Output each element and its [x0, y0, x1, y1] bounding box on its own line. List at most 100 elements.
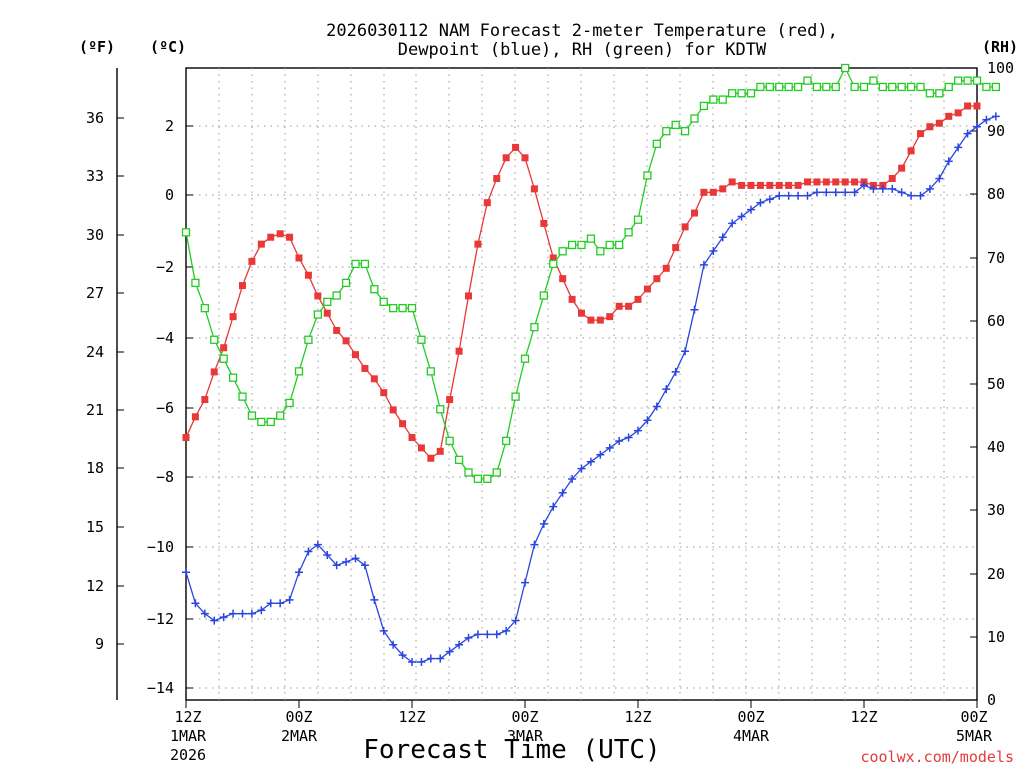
rh-point	[379, 297, 388, 306]
temperature-point	[389, 406, 397, 414]
rh-point	[445, 436, 454, 446]
dewpoint-point	[200, 609, 209, 618]
temperature-point	[615, 302, 623, 310]
x-tick-year: 2026	[170, 746, 206, 764]
temperature-point	[634, 295, 642, 303]
rh-point	[737, 89, 746, 98]
rh-point	[680, 127, 690, 136]
temperature-point	[587, 316, 595, 324]
rh-point	[935, 89, 944, 98]
rh-point	[991, 82, 1000, 92]
rh-point	[511, 392, 520, 401]
rh-point	[850, 82, 859, 92]
dewpoint-point	[342, 557, 351, 566]
rh-point	[784, 82, 793, 92]
x-tick-date: 2MAR	[281, 727, 318, 745]
rh-point	[925, 89, 935, 98]
temperature-point	[766, 181, 774, 189]
rh-series	[181, 63, 1000, 483]
rh-point	[191, 278, 200, 288]
temperature-point	[804, 178, 811, 186]
dewpoint-point	[464, 633, 473, 642]
dewpoint-point	[257, 606, 266, 615]
dewpoint-point	[634, 426, 642, 435]
dewpoint-point	[812, 188, 821, 197]
temperature-point	[323, 309, 331, 317]
x-tick-date: 4MAR	[733, 727, 770, 745]
fahrenheit-tick-label: 27	[86, 284, 104, 302]
rh-tick-label: 100	[987, 59, 1014, 77]
temperature-point	[851, 178, 859, 186]
dewpoint-point	[182, 568, 190, 577]
dewpoint-point	[982, 115, 991, 124]
temperature-point	[926, 123, 934, 131]
rh-point	[370, 285, 379, 294]
fahrenheit-tick-label: 18	[86, 459, 104, 477]
temperature-point	[606, 313, 614, 321]
dewpoint-point	[963, 129, 972, 138]
temperature-point	[954, 109, 962, 117]
dewpoint-point	[944, 157, 953, 166]
dewpoint-point	[370, 595, 379, 604]
temperature-point	[493, 175, 501, 183]
rh-point	[803, 76, 812, 85]
dewpoint-line	[185, 115, 997, 663]
temperature-point	[578, 309, 585, 317]
rh-point	[954, 76, 963, 85]
rh-point	[473, 474, 483, 483]
dewpoint-point	[596, 450, 605, 459]
x-tick-time: 12Z	[174, 708, 201, 726]
temperature-point	[427, 454, 435, 462]
temperature-point	[436, 447, 444, 455]
dewpoint-point	[398, 651, 407, 660]
rh-point	[775, 82, 784, 92]
x-axis-title: Forecast Time (UTC)	[363, 735, 660, 765]
x-tick-time: 00Z	[960, 708, 987, 726]
temperature-point	[191, 413, 199, 421]
temperature-point	[201, 396, 209, 404]
rh-point	[323, 297, 332, 306]
temperature-point	[352, 351, 359, 359]
temperature-point	[738, 181, 746, 189]
dewpoint-point	[765, 195, 774, 204]
dewpoint-point	[568, 474, 577, 483]
fahrenheit-tick-label: 36	[86, 109, 104, 127]
temperature-point	[832, 178, 840, 186]
x-tick-time: 00Z	[737, 708, 764, 726]
temperature-point	[210, 368, 218, 376]
rh-point	[276, 411, 285, 420]
temperature-point	[342, 337, 350, 345]
dewpoint-point	[295, 568, 303, 577]
rh-point	[869, 76, 878, 85]
rh-tick-label: 60	[987, 312, 1005, 330]
temperature-point	[935, 119, 943, 127]
rh-point	[228, 373, 238, 382]
rh-point	[699, 101, 709, 111]
dewpoint-point	[652, 402, 661, 411]
dewpoint-point	[709, 247, 718, 256]
dewpoint-point	[323, 550, 332, 559]
temperature-point	[709, 188, 717, 196]
dewpoint-point	[784, 191, 793, 200]
rh-point	[238, 392, 247, 401]
x-tick-time: 12Z	[398, 708, 425, 726]
rh-tick-label: 70	[987, 249, 1005, 267]
temperature-point	[785, 181, 793, 189]
temperature-point	[530, 185, 538, 193]
fahrenheit-tick-label: 33	[86, 167, 104, 185]
temperature-point	[973, 102, 981, 110]
temperature-point	[465, 292, 472, 300]
temperature-point	[474, 240, 482, 248]
rh-point	[304, 335, 313, 344]
temperature-point	[549, 254, 557, 262]
celsius-tick-label: −10	[147, 538, 174, 556]
temperature-point	[841, 178, 849, 186]
dewpoint-point	[304, 547, 313, 556]
rh-point	[859, 82, 869, 92]
rh-point	[257, 417, 266, 427]
rh-point	[878, 82, 887, 92]
dewpoint-point	[285, 595, 294, 604]
rh-point	[643, 171, 652, 180]
dewpoint-point	[728, 219, 737, 228]
